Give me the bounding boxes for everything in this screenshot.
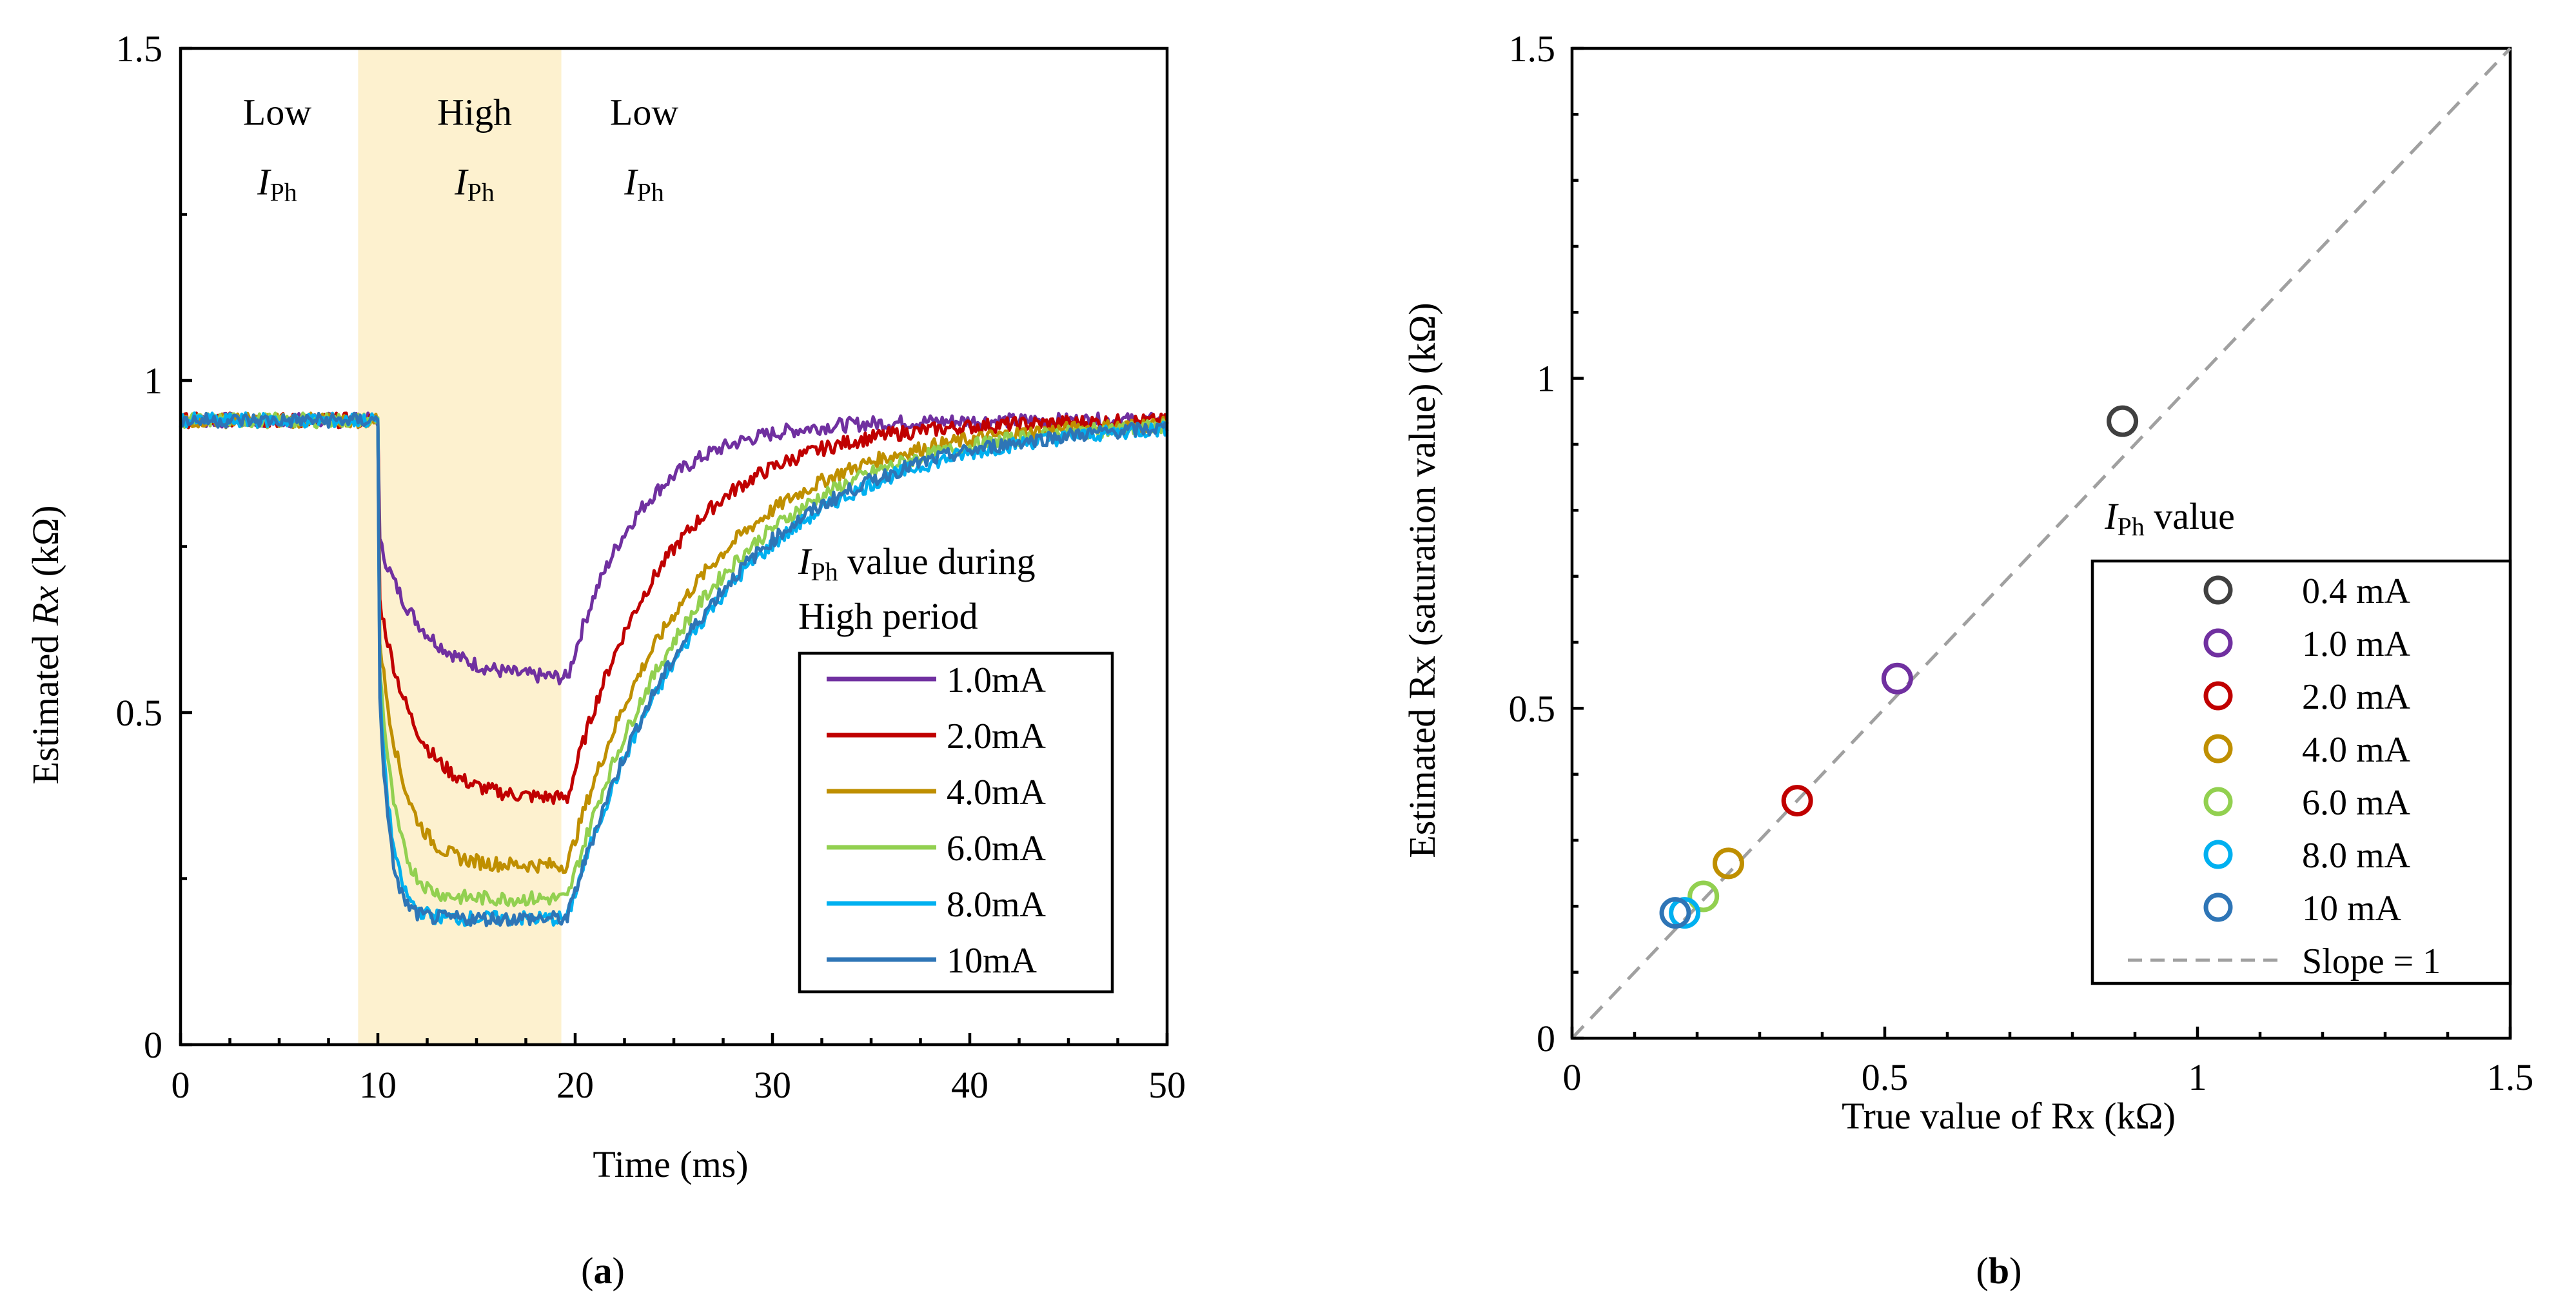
y-tick-label: 1 (144, 360, 162, 402)
legend-marker-4.0 mA (2203, 734, 2233, 764)
legend-marker-6.0 mA (2203, 787, 2233, 816)
annotation-low-2-label: Low (610, 91, 678, 133)
scatter-point-8.0 mA (1669, 897, 1701, 929)
annotation-high-label: High (437, 91, 512, 133)
x-tick-label: 1.5 (2487, 1056, 2534, 1098)
panel-a-y-axis-label: Estimated Rx (kΩ) (25, 506, 66, 785)
scatter-point-1.0 mA (1881, 662, 1913, 695)
scatter-point-0.4 mA (2107, 405, 2139, 437)
panel-b-ticks: 0 0.5 1 1.5 0 0.5 1 1.5 (1509, 28, 2534, 1098)
y-tick-label: 1.5 (116, 28, 163, 70)
series-line-2.0mA (179, 411, 1169, 805)
scatter-point-4.0 mA (1713, 847, 1744, 880)
legend-label-6.0mA: 6.0mA (947, 829, 1047, 869)
panel-a-legend: 1.0mA 2.0mA 4.0mA 6.0mA 8.0mA 10mA (827, 660, 1047, 981)
legend-marker-8.0 mA (2203, 840, 2233, 869)
x-tick-label: 20 (556, 1064, 594, 1106)
panel-b: 0 0.5 1 1.5 0 0.5 1 1.5 IPh value 0.4 mA 1.0 mA 2… (1401, 28, 2533, 1292)
y-tick-label: 0.5 (116, 692, 163, 734)
x-tick-label: 10 (359, 1064, 397, 1106)
x-tick-label: 30 (754, 1064, 791, 1106)
x-tick-label: 0 (1563, 1056, 1582, 1098)
annotation-low-1-label: Low (243, 91, 311, 133)
y-tick-label: 0.5 (1509, 687, 1556, 729)
high-period-shading (358, 48, 562, 1045)
x-tick-label: 50 (1148, 1064, 1186, 1106)
panel-b-legend-title: IPh value (2104, 495, 2235, 541)
y-tick-label: 1 (1537, 358, 1555, 400)
legend-label-10mA: 10mA (947, 941, 1037, 981)
legend-label-2.0 mA: 2.0 mA (2302, 677, 2411, 717)
x-tick-label: 0 (172, 1064, 190, 1106)
panel-b-plot-frame (1570, 46, 2512, 1040)
panel-a-legend-box (798, 651, 1114, 994)
panel-b-caption: (b) (1976, 1250, 2022, 1292)
scatter-point-6.0 mA (1687, 880, 1720, 912)
legend-label-1.0 mA: 1.0 mA (2302, 624, 2411, 664)
y-tick-label: 0 (144, 1024, 162, 1066)
panel-b-points (1659, 405, 2139, 929)
panel-a-legend-title-line1: IPh value during (798, 540, 1036, 586)
panel-a-ticks: 0 10 20 30 40 50 0 0.5 1 1.5 (116, 28, 1186, 1106)
legend-label-8.0mA: 8.0mA (947, 885, 1047, 925)
legend-label-8.0 mA: 8.0 mA (2302, 836, 2411, 876)
panel-a-series (179, 411, 1169, 927)
series-line-10mA (179, 411, 1169, 927)
legend-label-6.0 mA: 6.0 mA (2302, 783, 2411, 823)
panel-b-x-axis-label: True value of Rx (kΩ) (1842, 1095, 2176, 1137)
panel-a-caption: (a) (581, 1250, 625, 1292)
legend-marker-1.0 mA (2203, 628, 2233, 658)
panel-b-y-axis-label: Estimated Rx (saturation value) (kΩ) (1401, 302, 1443, 858)
panel-a-x-axis-label: Time (ms) (593, 1143, 748, 1185)
panel-a-legend-title-line2: High period (798, 595, 978, 637)
y-tick-label: 1.5 (1509, 28, 1556, 70)
slope-1-reference-line (1571, 47, 2512, 1040)
scatter-point-10 mA (1659, 897, 1691, 929)
annotation-high-var: IPh (454, 161, 495, 207)
legend-label-2.0mA: 2.0mA (947, 716, 1047, 756)
panel-a: 0 10 20 30 40 50 0 0.5 1 1.5 Low IPh High IPh Low… (25, 28, 1186, 1292)
legend-label-slope: Slope = 1 (2302, 941, 2441, 981)
legend-label-10 mA: 10 mA (2302, 889, 2402, 929)
legend-marker-2.0 mA (2203, 681, 2233, 711)
x-tick-label: 0.5 (1862, 1056, 1909, 1098)
scatter-point-2.0 mA (1781, 785, 1813, 817)
x-tick-label: 1 (2188, 1056, 2207, 1098)
x-tick-label: 40 (951, 1064, 988, 1106)
legend-label-4.0mA: 4.0mA (947, 773, 1047, 813)
legend-marker-0.4 mA (2203, 575, 2233, 605)
legend-label-4.0 mA: 4.0 mA (2302, 730, 2411, 770)
legend-label-0.4 mA: 0.4 mA (2302, 571, 2411, 611)
annotation-low-2-var: IPh (624, 161, 664, 207)
y-tick-label: 0 (1537, 1018, 1555, 1060)
legend-label-1.0mA: 1.0mA (947, 660, 1047, 700)
panel-b-legend: 0.4 mA 1.0 mA 2.0 mA 4.0 mA 6.0 mA 8.0 mA 10 m… (2128, 571, 2441, 981)
annotation-low-1-var: IPh (257, 161, 297, 207)
panel-b-legend-box (2090, 559, 2512, 985)
legend-marker-10 mA (2203, 892, 2233, 922)
